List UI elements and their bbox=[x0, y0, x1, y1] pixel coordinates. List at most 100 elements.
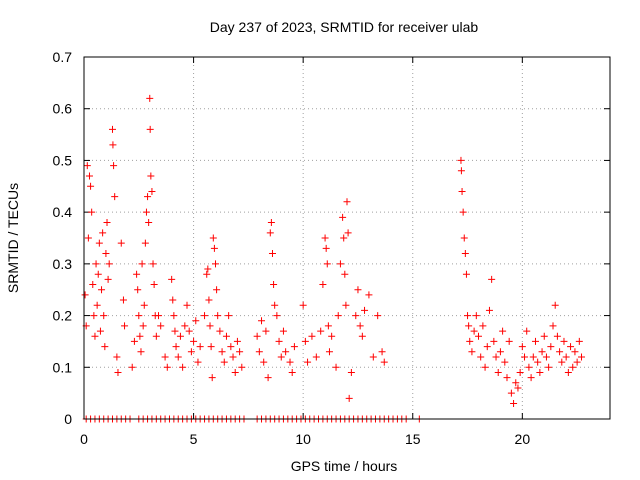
y-tick-label: 0.1 bbox=[53, 359, 73, 375]
data-point bbox=[258, 317, 266, 325]
data-point bbox=[148, 187, 156, 195]
data-point bbox=[96, 327, 104, 335]
data-point bbox=[209, 234, 217, 242]
data-point bbox=[176, 332, 184, 340]
data-point bbox=[288, 368, 296, 376]
data-point bbox=[133, 270, 141, 278]
data-point bbox=[481, 363, 489, 371]
data-point bbox=[551, 301, 559, 309]
data-point bbox=[87, 182, 95, 190]
data-point bbox=[490, 337, 498, 345]
data-point bbox=[140, 301, 148, 309]
data-point bbox=[83, 162, 91, 170]
data-point bbox=[282, 348, 290, 356]
data-point bbox=[150, 281, 158, 289]
data-point bbox=[542, 353, 550, 361]
x-tick-label: 0 bbox=[80, 431, 88, 447]
data-point bbox=[325, 348, 333, 356]
data-point bbox=[93, 301, 101, 309]
data-point bbox=[361, 306, 369, 314]
data-point bbox=[134, 286, 142, 294]
data-point bbox=[545, 363, 553, 371]
data-point bbox=[204, 265, 212, 273]
data-point bbox=[149, 260, 157, 268]
data-point bbox=[345, 394, 353, 402]
data-point bbox=[81, 291, 89, 299]
data-point bbox=[194, 358, 202, 366]
data-point bbox=[225, 312, 233, 320]
data-point bbox=[264, 374, 272, 382]
data-point bbox=[460, 234, 468, 242]
data-point bbox=[205, 296, 213, 304]
data-point bbox=[464, 312, 472, 320]
data-point bbox=[89, 281, 97, 289]
data-point bbox=[540, 332, 548, 340]
data-point bbox=[110, 162, 118, 170]
data-point bbox=[465, 322, 473, 330]
data-point bbox=[304, 358, 312, 366]
data-point bbox=[365, 291, 373, 299]
data-point bbox=[531, 337, 539, 345]
data-point bbox=[286, 358, 294, 366]
data-point bbox=[233, 337, 241, 345]
data-point bbox=[553, 332, 561, 340]
data-point bbox=[334, 312, 342, 320]
data-point bbox=[299, 301, 307, 309]
data-point bbox=[181, 322, 189, 330]
data-point bbox=[336, 260, 344, 268]
data-point bbox=[523, 327, 531, 335]
x-tick-label: 5 bbox=[190, 431, 198, 447]
data-point bbox=[130, 337, 138, 345]
data-point bbox=[483, 343, 491, 351]
data-point bbox=[157, 322, 165, 330]
data-point bbox=[95, 239, 103, 247]
data-point bbox=[562, 353, 570, 361]
data-point bbox=[111, 193, 119, 201]
data-point bbox=[169, 296, 177, 304]
data-point bbox=[352, 312, 360, 320]
data-point bbox=[147, 172, 155, 180]
data-point bbox=[516, 368, 524, 376]
data-point bbox=[168, 275, 176, 283]
data-point bbox=[179, 363, 187, 371]
data-point bbox=[84, 234, 92, 242]
data-point bbox=[100, 312, 108, 320]
data-point bbox=[91, 332, 99, 340]
data-point bbox=[92, 260, 100, 268]
data-point bbox=[192, 317, 200, 325]
data-point bbox=[358, 332, 366, 340]
data-point bbox=[341, 270, 349, 278]
data-point bbox=[196, 343, 204, 351]
data-point bbox=[505, 337, 513, 345]
data-point bbox=[342, 301, 350, 309]
data-points bbox=[81, 94, 586, 423]
data-point bbox=[374, 312, 382, 320]
data-point bbox=[121, 322, 129, 330]
data-point bbox=[503, 374, 511, 382]
data-point bbox=[161, 353, 169, 361]
data-point bbox=[494, 368, 502, 376]
data-point bbox=[144, 193, 152, 201]
data-point bbox=[356, 322, 364, 330]
data-point bbox=[340, 234, 348, 242]
data-point bbox=[268, 250, 276, 258]
data-point bbox=[136, 332, 144, 340]
data-point bbox=[319, 281, 327, 289]
data-point bbox=[206, 322, 214, 330]
data-point bbox=[466, 337, 474, 345]
data-point bbox=[275, 337, 283, 345]
data-point bbox=[479, 322, 487, 330]
data-point bbox=[457, 156, 465, 164]
data-point bbox=[343, 198, 351, 206]
data-point bbox=[255, 348, 263, 356]
data-point bbox=[113, 353, 121, 361]
data-point bbox=[573, 358, 581, 366]
data-point bbox=[218, 348, 226, 356]
data-point bbox=[354, 286, 362, 294]
data-point bbox=[347, 368, 355, 376]
data-point bbox=[527, 374, 535, 382]
data-point bbox=[323, 260, 331, 268]
data-point bbox=[208, 374, 216, 382]
data-point bbox=[468, 348, 476, 356]
data-point bbox=[214, 312, 222, 320]
